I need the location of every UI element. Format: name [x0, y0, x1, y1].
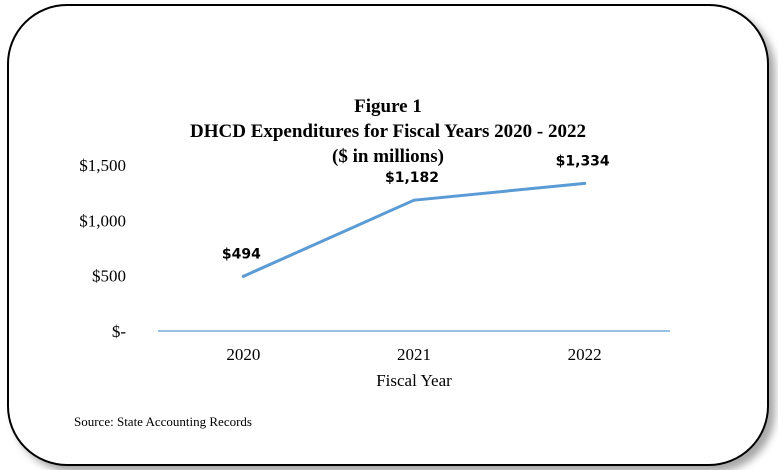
chart-subtitle: DHCD Expenditures for Fiscal Years 2020 …: [190, 121, 586, 142]
x-axis: 2020 2021 2022: [226, 345, 601, 364]
y-tick-label: $-: [112, 322, 127, 341]
data-label: $1,182: [385, 170, 439, 186]
x-tick-label: 2022: [568, 345, 602, 364]
chart-subtitle-units: ($ in millions): [332, 146, 444, 167]
data-labels: $494 $1,182 $1,334: [222, 153, 610, 262]
data-point: [241, 274, 245, 278]
series-line: [241, 181, 587, 278]
x-tick-label: 2021: [397, 345, 431, 364]
data-point: [583, 181, 587, 185]
data-label: $1,334: [556, 153, 610, 169]
y-tick-label: $1,500: [79, 156, 126, 175]
x-axis-title: Fiscal Year: [376, 371, 452, 390]
chart-title: Figure 1: [354, 96, 422, 117]
source-note: Source: State Accounting Records: [74, 414, 252, 429]
series-line-group: [241, 181, 587, 278]
figure-frame: [7, 4, 769, 466]
x-tick-label: 2020: [226, 345, 260, 364]
y-tick-label: $500: [92, 267, 126, 286]
data-label: $494: [222, 246, 261, 262]
y-axis: $- $500 $1,000 $1,500: [79, 156, 126, 341]
y-tick-label: $1,000: [79, 211, 126, 230]
data-point: [412, 198, 416, 202]
